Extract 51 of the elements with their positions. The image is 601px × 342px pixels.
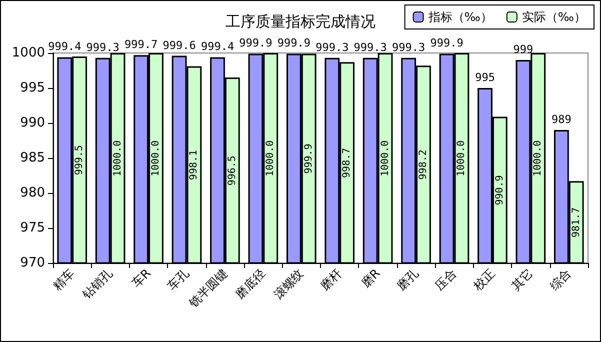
- data-label: 999.5: [74, 145, 86, 176]
- x-tick-label: 其它: [508, 266, 536, 293]
- y-tick-label: 975: [20, 220, 45, 236]
- data-label: 998.1: [188, 150, 200, 180]
- x-tick-label: 磨R: [358, 266, 383, 290]
- data-label: 1000.0: [380, 140, 391, 176]
- y-tick-label: 985: [20, 150, 45, 166]
- data-label: 999.9: [303, 144, 314, 174]
- data-label: 995: [475, 71, 495, 84]
- y-tick-label: 1000: [12, 46, 45, 60]
- legend-label: 指标（‰）: [427, 10, 492, 24]
- data-label: 1000.0: [265, 140, 276, 176]
- data-label: 999.9: [430, 36, 464, 50]
- data-label: 998.2: [418, 150, 429, 180]
- data-label: 1000.0: [150, 140, 162, 176]
- data-label: 999.3: [86, 40, 120, 54]
- x-tick-label: 磨孔: [394, 266, 421, 293]
- y-tick-label: 990: [20, 116, 45, 130]
- x-tick-label: 磨底径: [232, 266, 268, 302]
- y-tick-label: 980: [20, 186, 45, 200]
- x-tick-label: 校正: [470, 266, 498, 294]
- x-tick-label: 滚螺纹: [270, 266, 306, 302]
- data-label: 999.6: [162, 38, 196, 52]
- data-label: 999.9: [239, 36, 272, 50]
- x-tick-label: 综合: [546, 266, 574, 293]
- x-tick-label: 钻销孔: [79, 266, 116, 302]
- data-label: 990.9: [494, 175, 506, 206]
- legend-label: 实际（‰）: [522, 10, 586, 24]
- data-label: 999.7: [124, 38, 158, 52]
- x-tick-label: 压合: [432, 266, 460, 293]
- data-label: 1000.0: [112, 140, 124, 176]
- data-label: 999.9: [277, 36, 311, 50]
- data-label: 999: [513, 43, 534, 56]
- x-tick-label: 精车: [50, 266, 78, 293]
- data-label: 1000.0: [456, 140, 468, 176]
- y-tick-label: 970: [20, 256, 45, 270]
- x-tick-label: 磨杆: [318, 266, 345, 293]
- y-tick-label: 995: [20, 80, 45, 96]
- data-label: 999.3: [316, 40, 349, 54]
- x-tick-label: 车孔: [164, 266, 192, 293]
- x-tick-label: 车R: [129, 266, 154, 290]
- data-label: 998.7: [342, 148, 353, 178]
- data-label: 996.5: [226, 156, 238, 186]
- data-label: 999.3: [354, 40, 387, 54]
- chart-title: 工序质量指标完成情况: [226, 12, 376, 30]
- data-label: 999.3: [392, 40, 426, 54]
- data-label: 981.7: [570, 207, 582, 238]
- data-label: 989: [552, 113, 572, 126]
- data-label: 1000.0: [532, 140, 544, 176]
- data-label: 999.4: [48, 40, 82, 54]
- data-label: 999.4: [200, 40, 234, 54]
